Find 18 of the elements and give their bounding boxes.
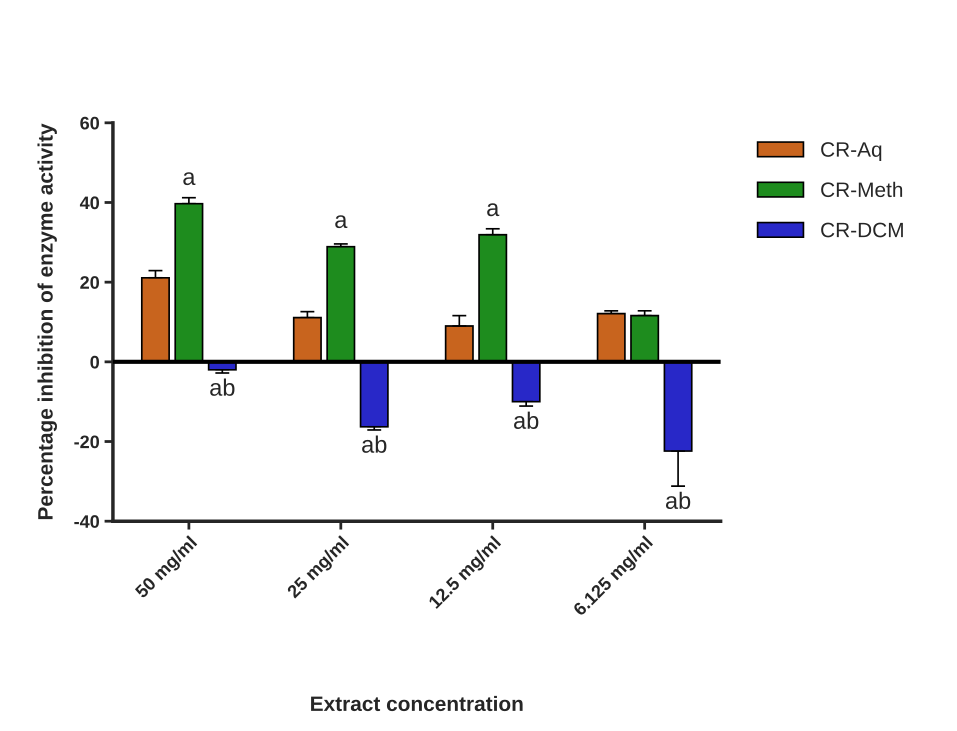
y-tick-label: 0 xyxy=(90,356,99,369)
legend-label: CR-DCM xyxy=(821,222,903,238)
y-axis-title: Percentage inhibition of enzyme activity xyxy=(37,124,57,520)
x-axis-title: Extract concentration xyxy=(311,696,523,712)
legend-label: CR-Aq xyxy=(821,142,882,161)
legend-label: CR-Meth xyxy=(821,182,902,198)
y-tick-label: 40 xyxy=(80,196,99,210)
annotation: ab xyxy=(210,378,234,396)
y-tick-label: 60 xyxy=(80,116,99,130)
annotation: ab xyxy=(362,436,386,453)
y-tick-label: -40 xyxy=(74,515,99,528)
annotation: ab xyxy=(514,412,538,429)
y-tick-label: 20 xyxy=(80,276,99,289)
annotation: a xyxy=(487,203,500,216)
annotation: ab xyxy=(666,492,690,510)
annotation: a xyxy=(183,172,196,186)
y-tick-label: -20 xyxy=(74,435,99,448)
annotation: a xyxy=(335,215,348,228)
